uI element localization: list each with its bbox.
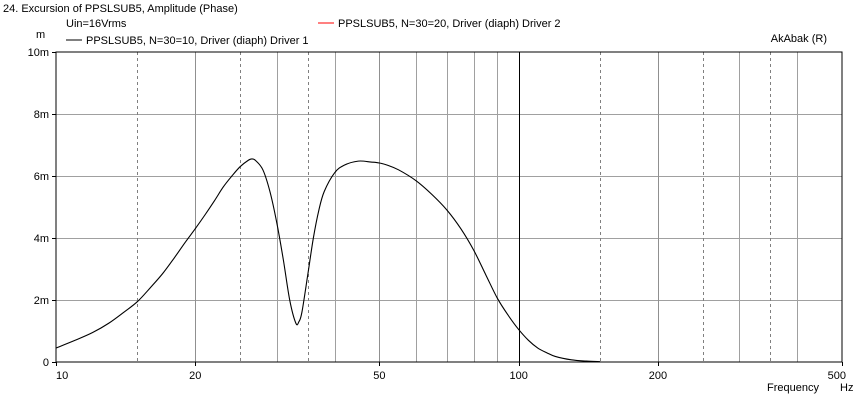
x-tick-label: 500 [828, 370, 846, 382]
chart-subtitle: Uin=16Vrms [66, 18, 127, 30]
x-tick-label: 100 [509, 370, 527, 382]
legend-entry-driver-2: PPSLSUB5, N=30=20, Driver (diaph) Driver… [338, 18, 561, 30]
x-tick-label: 20 [189, 370, 201, 382]
y-axis-unit: m [36, 29, 45, 41]
plot-area [56, 52, 842, 362]
ticks: 0 2m 4m 6m 8m 10m 10 20 50 100 200 500 [28, 47, 846, 382]
y-tick-label: 8m [34, 109, 49, 121]
x-tick-label: 50 [373, 370, 385, 382]
chart-title: 24. Excursion of PPSLSUB5, Amplitude (Ph… [3, 3, 238, 15]
x-axis-label: Frequency [767, 382, 819, 394]
y-tick-label: 2m [34, 295, 49, 307]
y-tick-label: 6m [34, 171, 49, 183]
x-tick-label: 200 [649, 370, 667, 382]
brand-label: AkAbak (R) [771, 33, 827, 45]
x-tick-label: 10 [56, 370, 68, 382]
y-tick-label: 0 [43, 357, 49, 369]
y-tick-label: 10m [28, 47, 49, 59]
grid [56, 52, 842, 362]
plot-frame [55, 51, 843, 363]
legend: PPSLSUB5, N=30=10, Driver (diaph) Driver… [66, 18, 561, 47]
series-line-driver-1 [55, 158, 601, 363]
series-layer [55, 158, 601, 363]
y-tick-label: 4m [34, 233, 49, 245]
legend-entry-driver-1: PPSLSUB5, N=30=10, Driver (diaph) Driver… [86, 35, 309, 47]
x-axis-unit: Hz [840, 382, 853, 394]
